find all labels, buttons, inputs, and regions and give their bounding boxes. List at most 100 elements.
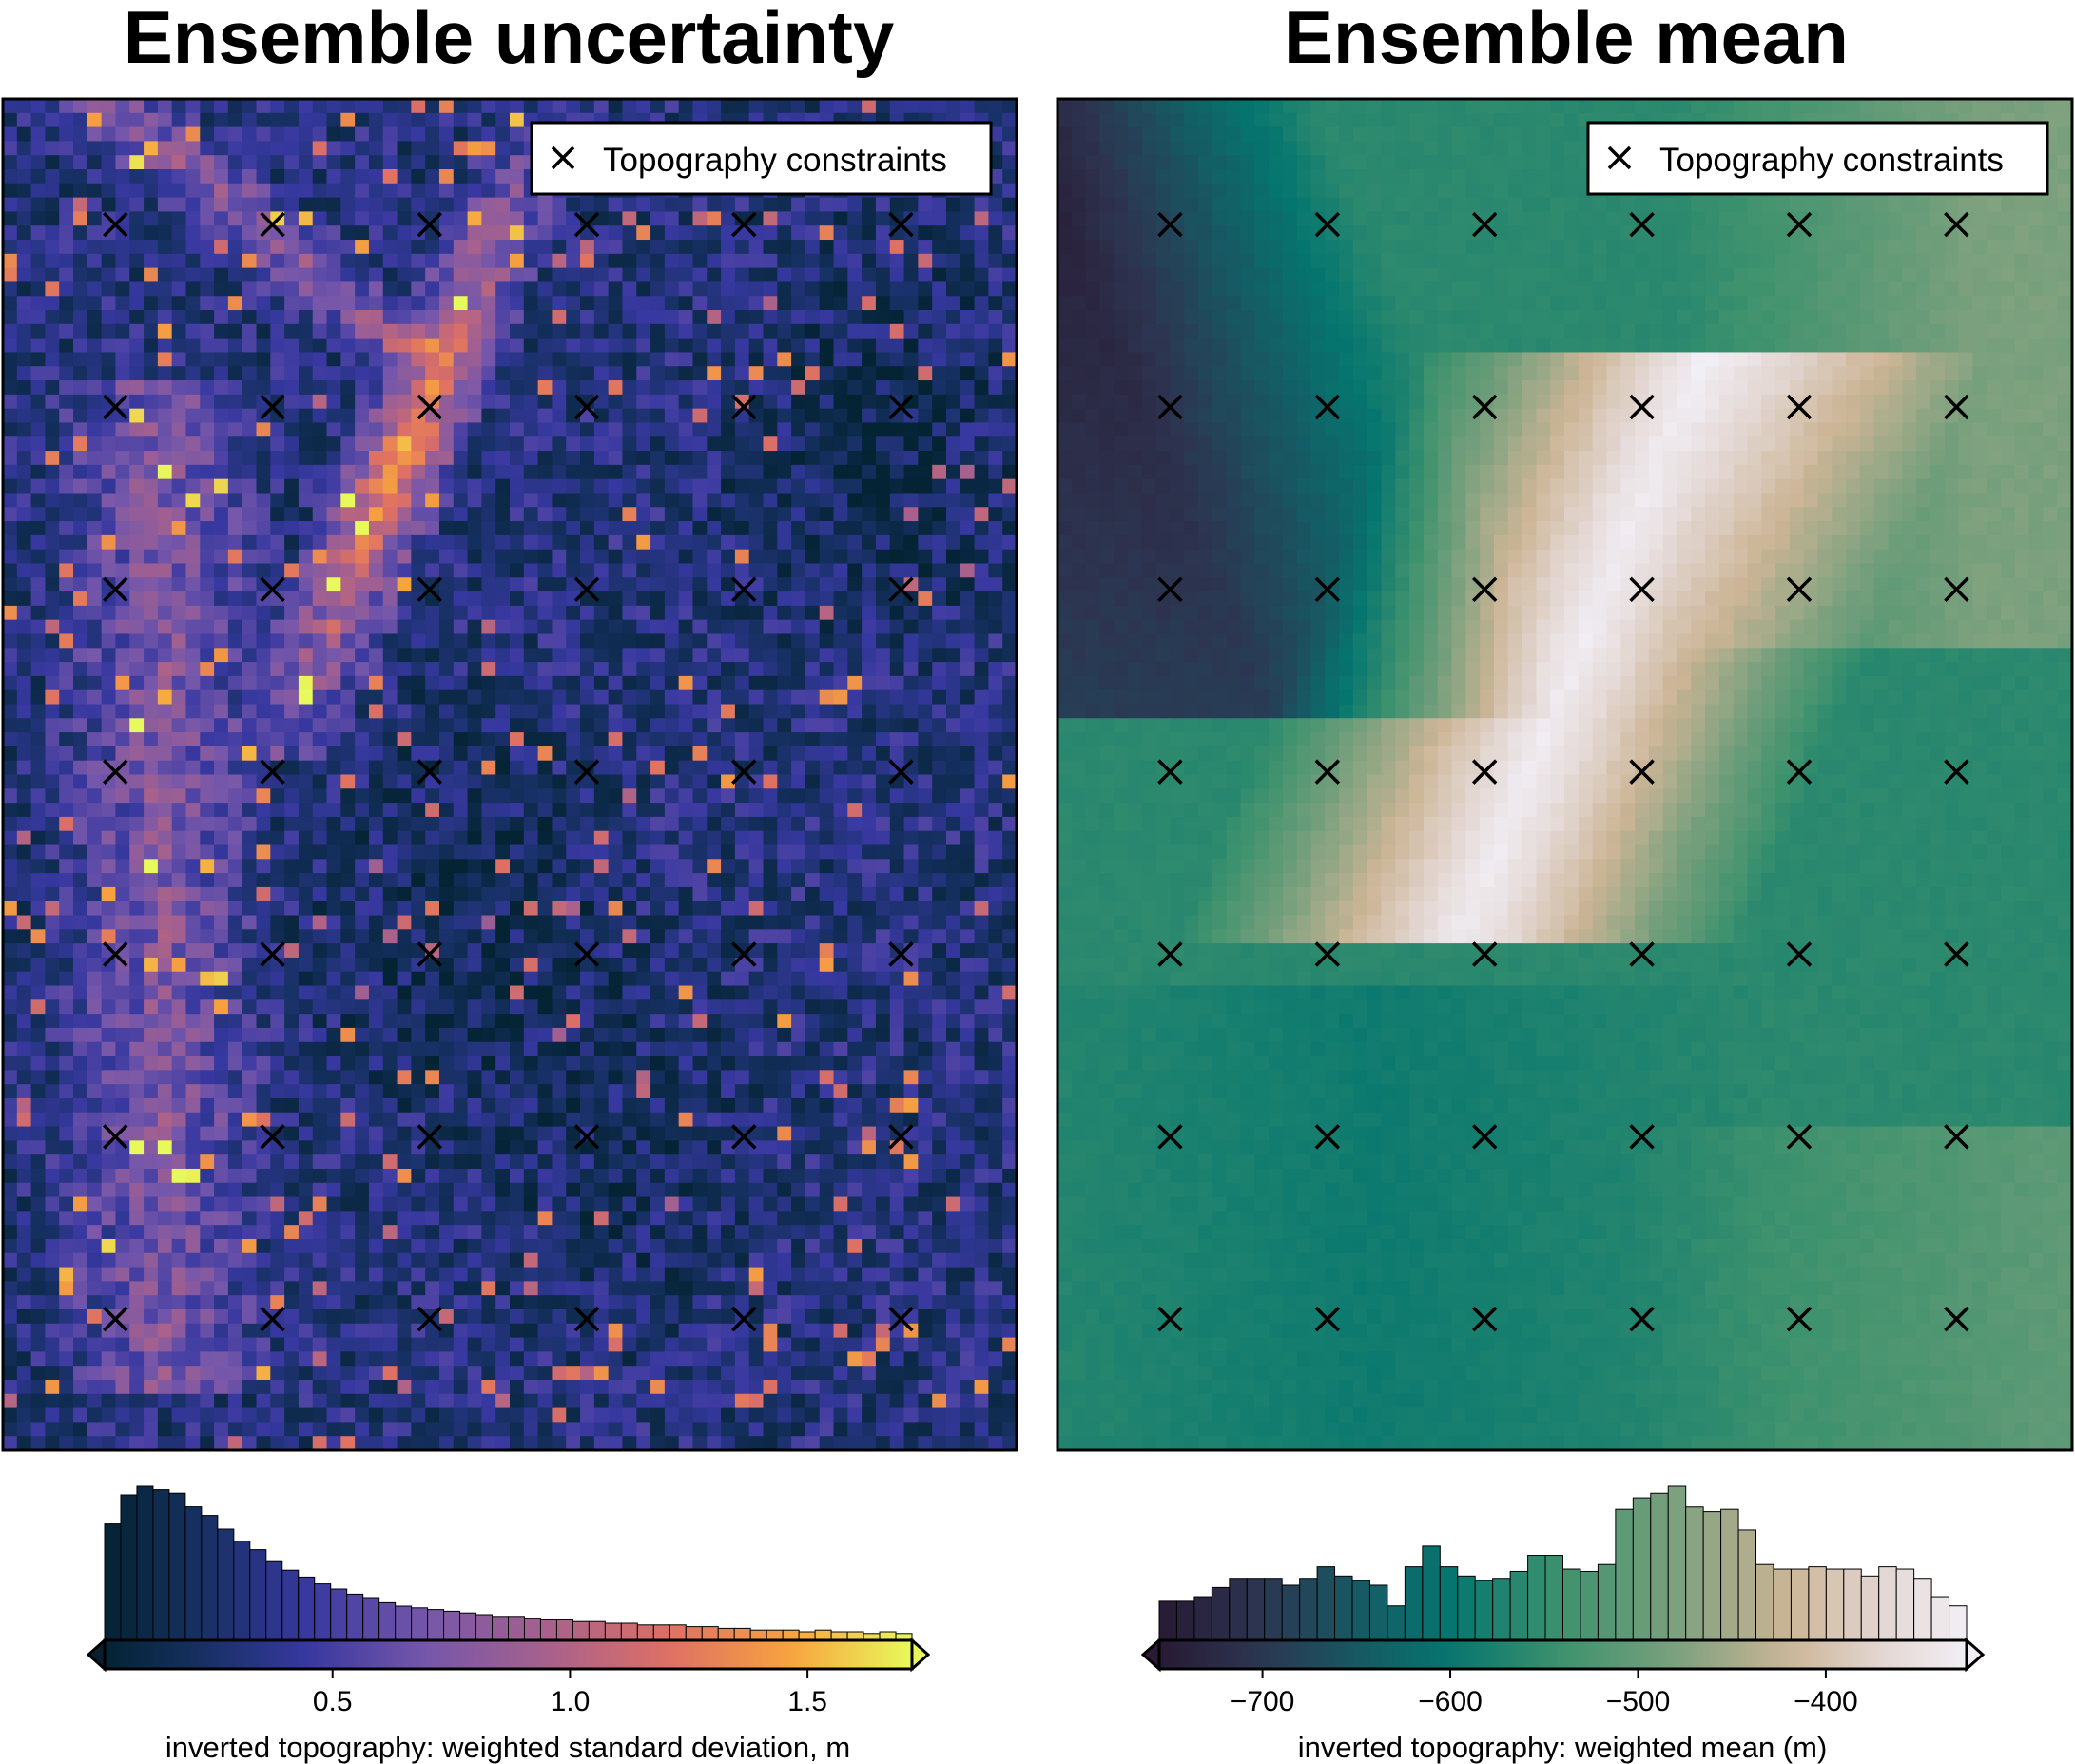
uncertainty-cell [593,830,610,846]
uncertainty-cell [510,859,525,874]
uncertainty-cell [157,281,173,297]
uncertainty-cell [960,281,976,297]
uncertainty-cell [495,999,511,1015]
uncertainty-cell [157,971,173,987]
uncertainty-cell [298,591,314,607]
uncertainty-cell [256,1041,271,1057]
uncertainty-cell [185,1014,201,1029]
uncertainty-cell [73,971,88,987]
uncertainty-cell [875,323,891,339]
uncertainty-cell [988,591,1003,607]
uncertainty-cell [664,619,680,635]
uncertainty-cell [608,718,624,733]
uncertainty-cell [495,859,511,874]
uncertainty-cell [495,1027,511,1043]
uncertainty-cell [622,957,637,973]
uncertainty-cell [87,985,103,1000]
uncertainty-cell [537,253,553,269]
uncertainty-cell [242,281,258,297]
uncertainty-cell [875,633,891,649]
uncertainty-cell [467,873,482,888]
uncertainty-cell [438,296,455,311]
uncertainty-cell [932,619,947,635]
uncertainty-cell [129,534,145,551]
uncertainty-cell [875,352,891,367]
uncertainty-cell [889,689,905,706]
uncertainty-cell [214,803,229,818]
uncertainty-cell [185,464,201,480]
uncertainty-cell [87,507,103,522]
uncertainty-cell [593,478,610,494]
uncertainty-cell [1002,816,1018,832]
uncertainty-cell [481,591,496,607]
uncertainty-cell [608,704,624,719]
uncertainty-cell [1002,1027,1018,1043]
uncertainty-cell [692,352,708,367]
uncertainty-cell [3,859,18,874]
uncertainty-cell [593,310,610,325]
uncertainty-cell [721,521,736,536]
uncertainty-cell [298,99,314,114]
uncertainty-cell [988,267,1003,283]
uncertainty-cell [30,380,47,396]
uncertainty-cell [875,999,891,1015]
uncertainty-cell [622,816,637,832]
uncertainty-cell [115,873,130,888]
uncertainty-cell [622,648,637,663]
uncertainty-cell [200,380,215,396]
uncertainty-cell [256,563,271,578]
uncertainty-cell [481,886,496,902]
uncertainty-cell [227,675,243,691]
uncertainty-cell [3,675,18,691]
uncertainty-cell [875,380,891,396]
uncertainty-cell [734,999,750,1015]
uncertainty-cell [200,310,215,325]
uncertainty-cell [748,929,765,944]
uncertainty-cell [875,774,891,789]
uncertainty-cell [87,436,103,452]
uncertainty-cell [157,803,173,818]
uncertainty-cell [382,1014,398,1029]
uncertainty-cell [397,830,412,846]
uncertainty-cell [171,478,187,494]
uncertainty-cell [284,999,300,1015]
uncertainty-cell [227,803,243,818]
uncertainty-cell [87,760,103,776]
uncertainty-cell [453,493,469,508]
uncertainty-cell [791,534,806,551]
uncertainty-cell [622,197,637,213]
uncertainty-cell [833,999,848,1015]
uncertainty-cell [185,803,201,818]
uncertainty-cell [748,366,765,381]
uncertainty-cell [144,704,159,719]
uncertainty-cell [932,760,947,776]
uncertainty-cell [734,323,750,339]
uncertainty-cell [862,422,877,437]
uncertainty-cell [988,253,1003,269]
uncertainty-cell [200,886,215,902]
uncertainty-cell [918,662,933,677]
uncertainty-cell [510,830,525,846]
uncertainty-cell [270,929,285,944]
uncertainty-cell [763,380,778,396]
uncertainty-cell [495,478,511,494]
uncertainty-cell [200,873,215,888]
uncertainty-cell [748,619,765,635]
uncertainty-cell [903,563,919,578]
uncertainty-cell [355,816,370,832]
uncertainty-cell [510,957,525,973]
uncertainty-cell [101,943,117,959]
uncertainty-cell [101,957,117,973]
uncertainty-cell [960,422,976,437]
uncertainty-cell [889,197,905,213]
uncertainty-cell [129,929,145,944]
uncertainty-cell [537,577,553,592]
uncertainty-cell [382,985,398,1000]
uncertainty-cell [875,689,891,706]
uncertainty-cell [819,619,835,635]
uncertainty-cell [537,886,553,902]
uncertainty-cell [227,281,243,297]
uncertainty-cell [59,859,74,874]
uncertainty-cell [945,605,961,621]
uncertainty-cell [157,352,173,367]
